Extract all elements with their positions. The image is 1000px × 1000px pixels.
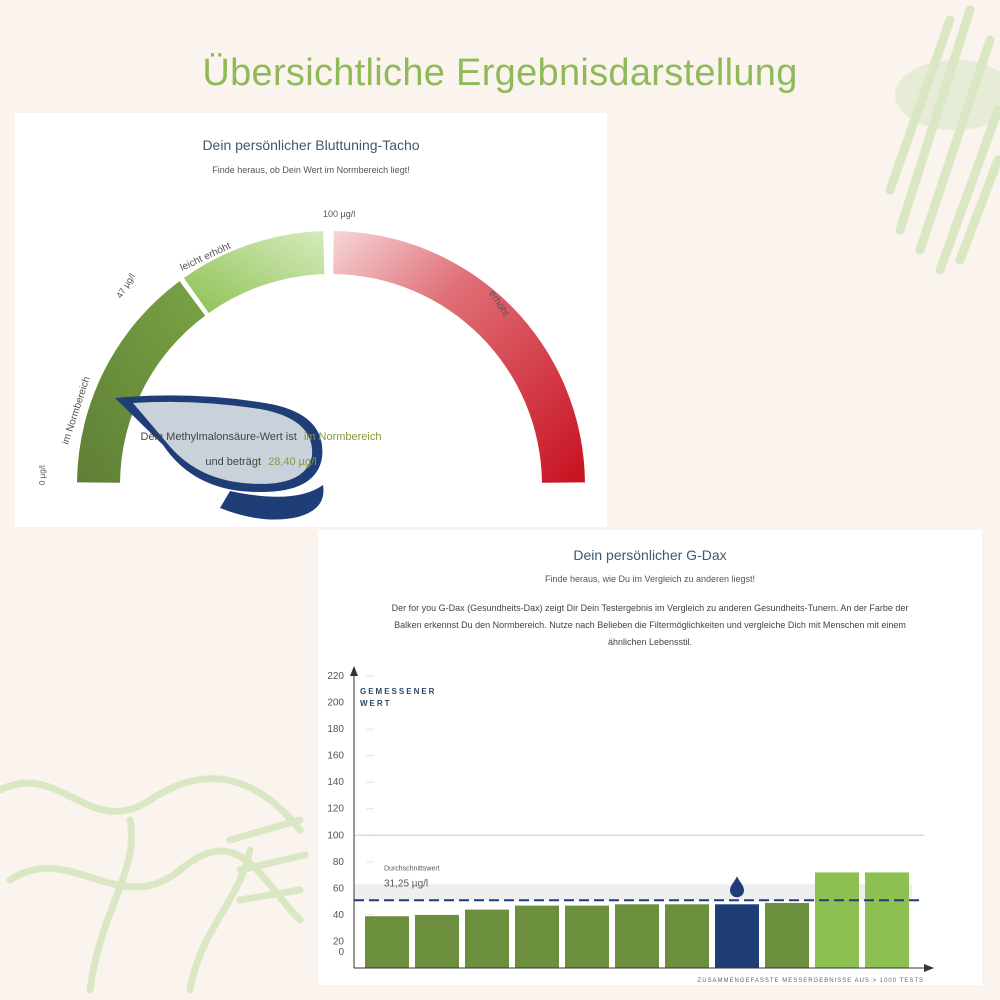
- bar[interactable]: [565, 905, 609, 968]
- gauge-result-line-2: und beträgt 28,40 µg/l: [205, 456, 316, 468]
- x-axis-arrow: [924, 964, 934, 972]
- page-title: Übersichtliche Ergebnisdarstellung: [202, 52, 798, 94]
- gauge-subtitle: Finde heraus, ob Dein Wert im Normbereic…: [212, 165, 410, 175]
- gauge-title: Dein persönlicher Bluttuning-Tacho: [202, 137, 420, 153]
- gdax-description-line-3: ähnlichen Lebensstil.: [607, 637, 693, 647]
- y-tick-label: 140: [327, 777, 344, 788]
- gdax-description: Der for you G-Dax (Gesundheits-Dax) zeig…: [324, 600, 976, 651]
- gauge-needle: [115, 395, 323, 493]
- y-tick-label: 0: [338, 947, 344, 958]
- gauge: 0 µg/l 47 µg/l 100 µg/l im Normbereich l…: [38, 209, 585, 520]
- gauge-label-max: 100 µg/l: [323, 209, 355, 219]
- gauge-needle-base: [220, 485, 324, 520]
- average-label: Durchschnittswert: [384, 865, 440, 872]
- bar[interactable]: [465, 909, 509, 968]
- gdax-description-line-1: Der for you G-Dax (Gesundheits-Dax) zeig…: [391, 603, 909, 613]
- gauge-card: Dein persönlicher Bluttuning-Tacho Finde…: [15, 113, 607, 527]
- gdax-subtitle: Finde heraus, wie Du im Vergleich zu and…: [544, 574, 756, 584]
- gauge-label-min: 0 µg/l: [38, 465, 47, 485]
- y-tick-label: 60: [333, 883, 345, 894]
- chart-grid: [366, 675, 374, 953]
- gdax-description-line-2: Balken erkennst Du den Normbereich. Nutz…: [394, 620, 906, 630]
- bar[interactable]: [365, 916, 409, 968]
- y-tick-label: 200: [327, 698, 344, 709]
- y-tick-label: 120: [327, 804, 344, 815]
- gauge-arc-slight: [183, 231, 325, 314]
- y-tick-label: 180: [327, 724, 344, 735]
- bar[interactable]: [415, 914, 459, 968]
- bar[interactable]: [665, 904, 709, 968]
- y-tick-label: 220: [327, 671, 344, 682]
- average-value: 31,25 µg/l: [384, 878, 428, 889]
- y-axis-label-line-2: WERT: [360, 699, 392, 708]
- average-band: [354, 884, 912, 901]
- gauge-result-prefix: Dein Methylmalonsäure-Wert ist: [141, 431, 297, 443]
- gauge-result-value: 28,40 µg/l: [268, 456, 317, 468]
- bar[interactable]: [815, 872, 859, 968]
- gauge-arc-high: [333, 231, 585, 483]
- decorative-brush-strokes-top-right: [885, 5, 1000, 275]
- y-axis-arrow: [350, 666, 358, 676]
- bar-own-result[interactable]: [715, 904, 759, 968]
- y-tick-label: 40: [333, 910, 345, 921]
- gauge-result-line-1: Dein Methylmalonsäure-Wert ist im Normbe…: [141, 431, 382, 443]
- chart-bars: [365, 872, 909, 968]
- drop-icon: [730, 876, 744, 898]
- bar[interactable]: [865, 872, 909, 968]
- x-axis-label: ZUSAMMENGEFASSTE MESSERGEBNISSE AUS > 10…: [698, 978, 924, 984]
- bar[interactable]: [615, 904, 659, 968]
- y-tick-label: 80: [333, 857, 345, 868]
- gauge-label-threshold: 47 µg/l: [114, 272, 137, 300]
- y-tick-label: 20: [333, 936, 345, 947]
- y-axis-label-line-1: GEMESSENER: [360, 687, 436, 696]
- gdax-title: Dein persönlicher G-Dax: [573, 547, 727, 563]
- decorative-brush-strokes-bottom-left: [0, 775, 309, 994]
- gauge-arc-normal: [77, 281, 206, 483]
- y-tick-label: 100: [327, 830, 344, 841]
- gdax-card: Dein persönlicher G-Dax Finde heraus, wi…: [318, 530, 982, 985]
- gdax-bar-chart: 220 200 180 160 140 120 100 80 60 40 200 Durchschn…: [327, 666, 934, 984]
- bar[interactable]: [515, 905, 559, 968]
- y-tick-label: 160: [327, 751, 344, 762]
- bar[interactable]: [765, 902, 809, 968]
- chart-y-ticks: 220 200 180 160 140 120 100 80 60 40 200: [327, 671, 344, 958]
- gauge-result-status: im Normbereich: [304, 431, 382, 443]
- gauge-result-value-prefix: und beträgt: [205, 456, 261, 468]
